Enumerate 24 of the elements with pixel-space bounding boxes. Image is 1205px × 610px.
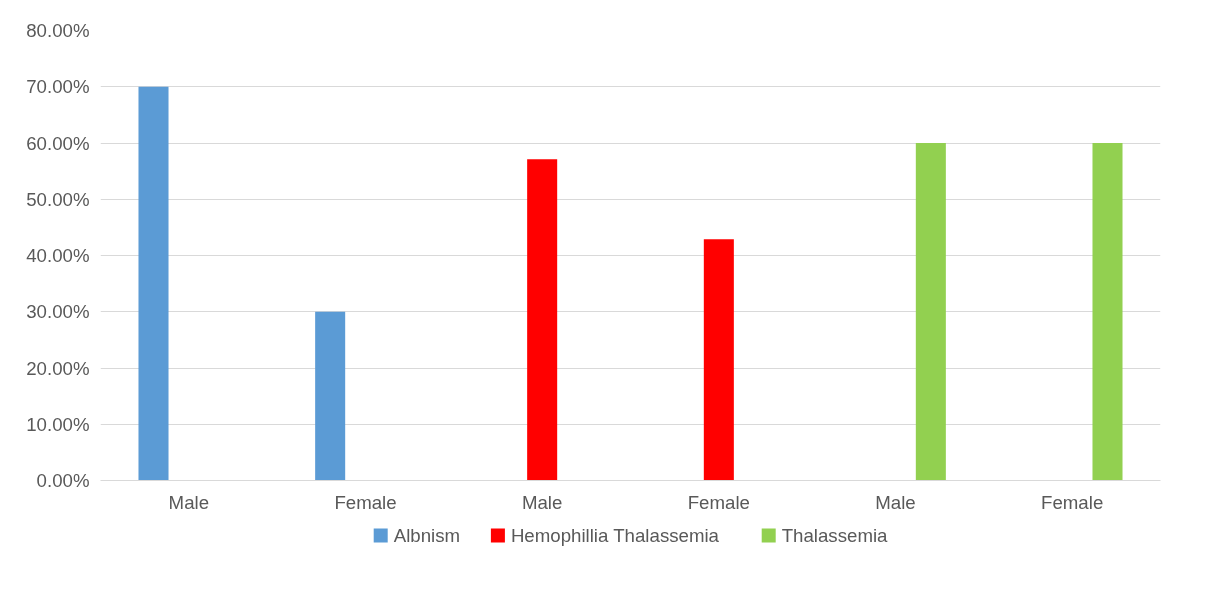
x-tick-label: Male <box>521 491 563 513</box>
y-tick-label: 60.00% <box>26 132 90 154</box>
x-tick-label: Female <box>687 491 750 513</box>
x-tick-label: Female <box>1041 491 1104 513</box>
legend-label: Hemophillia Thalassemia <box>510 525 720 546</box>
y-tick-label: 50.00% <box>26 188 90 210</box>
y-tick-label: 10.00% <box>26 413 90 435</box>
y-tick-label: 70.00% <box>26 76 90 98</box>
bar <box>527 159 558 481</box>
bar <box>138 86 169 481</box>
x-tick-label: Female <box>334 491 397 513</box>
y-tick-label: 30.00% <box>26 301 90 323</box>
y-tick-label: 40.00% <box>26 245 90 266</box>
y-tick-label: 20.00% <box>26 357 90 379</box>
legend-label: Albnism <box>393 525 461 546</box>
y-tick-label: 80.00% <box>26 20 90 41</box>
bar <box>915 143 946 481</box>
bar <box>315 311 346 481</box>
x-tick-label: Male <box>875 491 916 513</box>
bar <box>1092 143 1123 481</box>
x-tick-label: Male <box>168 491 210 513</box>
legend-label: Thalassemia <box>781 525 889 546</box>
bar <box>703 239 734 481</box>
y-tick-label: 0.00% <box>36 470 90 491</box>
